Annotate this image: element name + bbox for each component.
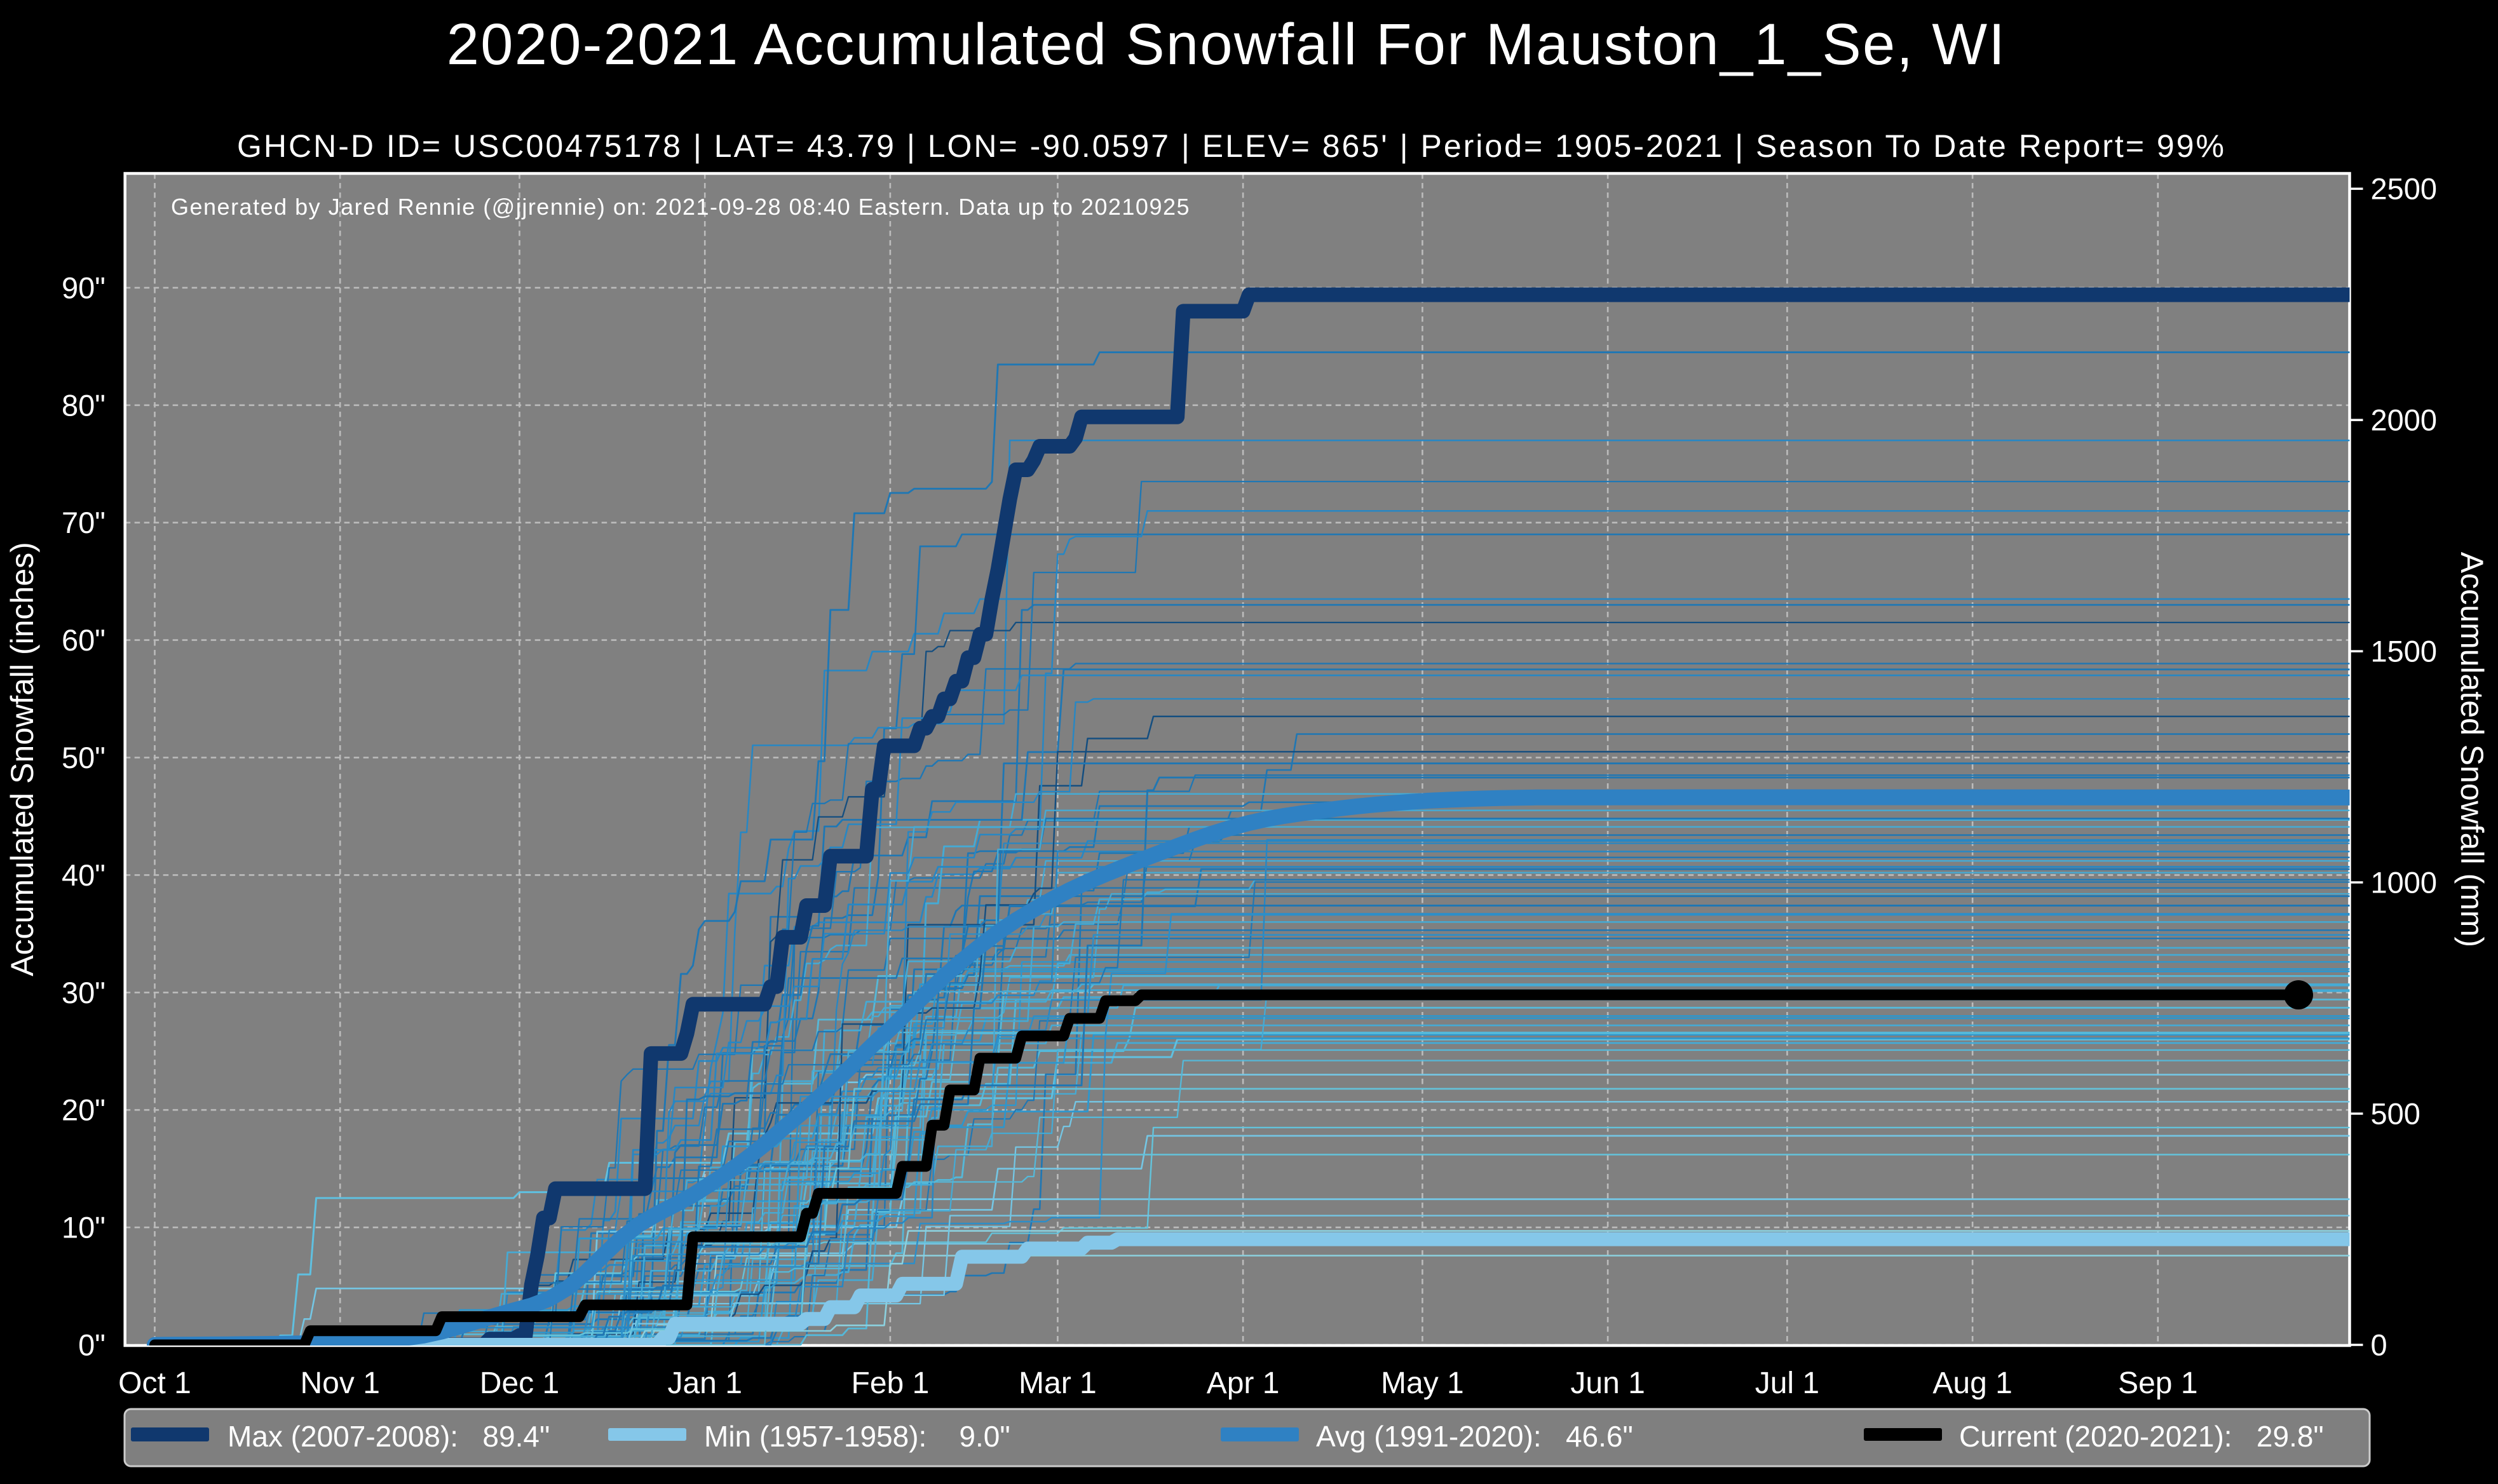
svg-text:GHCN-D ID= USC00475178 | LAT=: GHCN-D ID= USC00475178 | LAT= 43.79 | LO… [237,128,2226,164]
svg-text:2000: 2000 [2371,403,2438,437]
svg-text:Max (2007-2008): 89.4": Max (2007-2008): 89.4" [227,1420,550,1453]
svg-text:Accumulated Snowfall (mm): Accumulated Snowfall (mm) [2454,552,2490,947]
svg-text:Nov 1: Nov 1 [301,1366,380,1400]
svg-text:Feb 1: Feb 1 [852,1366,930,1400]
svg-text:0": 0" [78,1328,105,1362]
svg-text:500: 500 [2371,1097,2420,1131]
svg-text:1500: 1500 [2371,635,2438,668]
svg-text:20": 20" [62,1093,105,1127]
svg-text:Jan 1: Jan 1 [667,1366,742,1400]
svg-text:Accumulated Snowfall (inches): Accumulated Snowfall (inches) [4,542,40,976]
svg-text:10": 10" [62,1211,105,1245]
svg-text:Apr 1: Apr 1 [1207,1366,1280,1400]
svg-text:May 1: May 1 [1381,1366,1464,1400]
svg-text:70": 70" [62,506,105,539]
svg-text:0: 0 [2371,1328,2387,1362]
svg-text:Generated by Jared Rennie (@jj: Generated by Jared Rennie (@jjrennie) on… [171,194,1190,220]
svg-text:50": 50" [62,741,105,774]
svg-text:1000: 1000 [2371,866,2438,900]
svg-text:Jul 1: Jul 1 [1755,1366,1819,1400]
svg-text:Dec 1: Dec 1 [480,1366,559,1400]
svg-text:30": 30" [62,976,105,1009]
svg-text:Current (2020-2021): 29.8": Current (2020-2021): 29.8" [1959,1420,2324,1453]
svg-text:90": 90" [62,271,105,304]
svg-text:Oct 1: Oct 1 [118,1366,191,1400]
svg-text:Avg (1991-2020): 46.6": Avg (1991-2020): 46.6" [1316,1420,1633,1453]
svg-text:Mar 1: Mar 1 [1019,1366,1097,1400]
svg-text:2020-2021 Accumulated Snowfall: 2020-2021 Accumulated Snowfall For Maust… [447,12,2006,77]
svg-text:40": 40" [62,858,105,892]
svg-text:Jun 1: Jun 1 [1570,1366,1645,1400]
svg-text:80": 80" [62,388,105,422]
svg-text:Min (1957-1958): 9.0": Min (1957-1958): 9.0" [704,1420,1010,1453]
svg-text:60": 60" [62,623,105,657]
svg-text:Aug 1: Aug 1 [1932,1366,2012,1400]
svg-text:2500: 2500 [2371,172,2438,206]
svg-text:Sep 1: Sep 1 [2118,1366,2197,1400]
